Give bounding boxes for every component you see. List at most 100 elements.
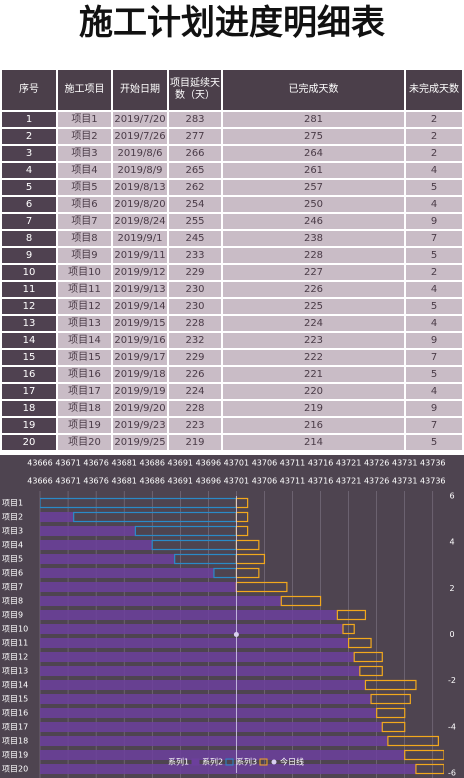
start-bar [40, 750, 405, 760]
x-tick-label: 43726 [364, 459, 389, 468]
table-cell: 14 [2, 333, 56, 348]
table-row: 9 项目9 2019/9/11 233 228 5 [2, 248, 462, 263]
table-cell: 214 [223, 435, 404, 450]
table-cell: 233 [169, 248, 221, 263]
remaining-bar [353, 651, 383, 663]
table-cell: 项目5 [58, 180, 111, 195]
x2-tick-label: 43726 [364, 477, 389, 486]
table-cell: 4 [406, 163, 462, 178]
table-cell: 227 [223, 265, 404, 280]
table-cell: 项目3 [58, 146, 111, 161]
table-cell: 223 [169, 418, 221, 433]
start-bar [40, 680, 366, 690]
column-header: 项目延续天数（天） [169, 70, 221, 110]
remaining-bar [342, 623, 355, 635]
table-cell: 2019/7/26 [113, 129, 167, 144]
start-bar [40, 526, 136, 536]
table-cell: 219 [169, 435, 221, 450]
table-cell: 17 [2, 384, 56, 399]
table-cell: 项目18 [58, 401, 111, 416]
table-cell: 2019/9/12 [113, 265, 167, 280]
y2-tick-label: -6 [448, 769, 456, 778]
table-cell: 2019/9/17 [113, 350, 167, 365]
table-row: 13 项目13 2019/9/15 228 224 4 [2, 316, 462, 331]
start-bar [40, 540, 153, 550]
x2-tick-label: 43736 [420, 477, 445, 486]
x2-tick-label: 43666 [27, 477, 52, 486]
table-row: 16 项目16 2019/9/18 226 221 5 [2, 367, 462, 382]
table-cell: 5 [406, 435, 462, 450]
table-cell: 2019/9/20 [113, 401, 167, 416]
table-cell: 2 [406, 112, 462, 127]
x2-tick-label: 43671 [55, 477, 80, 486]
category-label: 项目18 [2, 737, 28, 746]
table-cell: 281 [223, 112, 404, 127]
remaining-bar [370, 693, 411, 705]
y2-tick-label: 6 [449, 492, 454, 501]
legend-swatch [191, 758, 200, 766]
table-row: 4 项目4 2019/8/9 265 261 4 [2, 163, 462, 178]
table-cell: 19 [2, 418, 56, 433]
table-cell: 228 [223, 248, 404, 263]
table-cell: 5 [406, 299, 462, 314]
table-cell: 230 [169, 299, 221, 314]
table-row: 7 项目7 2019/8/24 255 246 9 [2, 214, 462, 229]
table-cell: 216 [223, 418, 404, 433]
x2-tick-label: 43731 [392, 477, 417, 486]
remaining-bar [348, 637, 372, 649]
legend-swatch [225, 758, 234, 766]
table-cell: 3 [2, 146, 56, 161]
table-cell: 项目17 [58, 384, 111, 399]
table-cell: 250 [223, 197, 404, 212]
table-cell: 9 [2, 248, 56, 263]
category-label: 项目13 [2, 667, 28, 676]
table-cell: 2019/9/14 [113, 299, 167, 314]
table-row: 1 项目1 2019/7/20 283 281 2 [2, 112, 462, 127]
y2-tick-label: -4 [448, 722, 456, 731]
category-label: 项目9 [2, 611, 23, 620]
table-cell: 229 [169, 265, 221, 280]
table-cell: 16 [2, 367, 56, 382]
table-cell: 223 [223, 333, 404, 348]
page-title: 施工计划进度明细表 [79, 3, 385, 43]
table-cell: 15 [2, 350, 56, 365]
table-cell: 245 [169, 231, 221, 246]
x-tick-label: 43731 [392, 459, 417, 468]
table-cell: 2019/9/25 [113, 435, 167, 450]
table-cell: 项目19 [58, 418, 111, 433]
start-bar [40, 596, 282, 606]
table-cell: 225 [223, 299, 404, 314]
table-cell: 项目13 [58, 316, 111, 331]
column-header: 开始日期 [113, 70, 167, 110]
category-label: 项目19 [2, 751, 28, 760]
table-cell: 项目15 [58, 350, 111, 365]
table-row: 19 项目19 2019/9/23 223 216 7 [2, 418, 462, 433]
remaining-bar [280, 595, 322, 607]
table-cell: 项目6 [58, 197, 111, 212]
table-cell: 226 [169, 367, 221, 382]
table-cell: 2019/8/13 [113, 180, 167, 195]
x2-tick-label: 43681 [111, 477, 136, 486]
table-cell: 246 [223, 214, 404, 229]
table-cell: 2019/9/15 [113, 316, 167, 331]
table-cell: 2 [406, 129, 462, 144]
start-bar [40, 708, 377, 718]
start-bar [40, 764, 416, 774]
table-row: 17 项目17 2019/9/19 224 220 4 [2, 384, 462, 399]
table-cell: 18 [2, 401, 56, 416]
table-cell: 226 [223, 282, 404, 297]
category-label: 项目2 [2, 513, 23, 522]
category-label: 项目12 [2, 653, 28, 662]
x2-tick-label: 43711 [280, 477, 305, 486]
x-tick-label: 43676 [83, 459, 108, 468]
table-cell: 9 [406, 214, 462, 229]
table-row: 5 项目5 2019/8/13 262 257 5 [2, 180, 462, 195]
table-cell: 项目11 [58, 282, 111, 297]
table-cell: 4 [406, 282, 462, 297]
category-label: 项目16 [2, 709, 28, 718]
table-cell: 2019/9/18 [113, 367, 167, 382]
start-bar [40, 610, 338, 620]
remaining-bar [336, 609, 367, 621]
table-cell: 221 [223, 367, 404, 382]
table-row: 14 项目14 2019/9/16 232 223 9 [2, 333, 462, 348]
